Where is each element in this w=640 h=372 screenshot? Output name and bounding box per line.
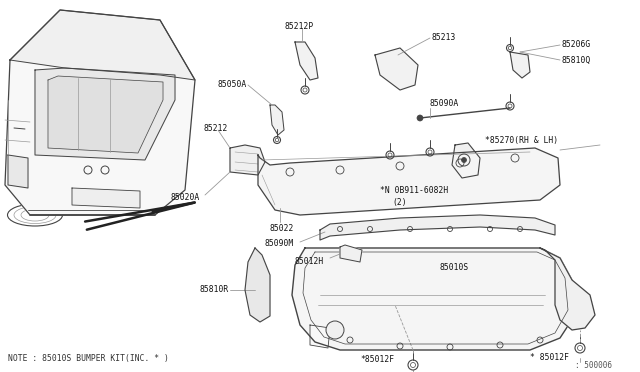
Polygon shape	[258, 148, 560, 215]
Polygon shape	[230, 145, 265, 175]
Text: 85020A: 85020A	[171, 192, 200, 202]
Polygon shape	[320, 215, 555, 240]
Text: 85213: 85213	[432, 32, 456, 42]
Text: 85090M: 85090M	[265, 238, 294, 247]
Polygon shape	[375, 48, 418, 90]
Polygon shape	[72, 188, 140, 208]
Text: 85090A: 85090A	[430, 99, 460, 108]
Text: 85810R: 85810R	[200, 285, 229, 295]
Text: *85012F: *85012F	[360, 356, 394, 365]
Polygon shape	[540, 248, 595, 330]
Text: 85022: 85022	[270, 224, 294, 232]
Polygon shape	[5, 10, 195, 215]
Polygon shape	[48, 76, 163, 153]
Text: (2): (2)	[392, 198, 406, 206]
Polygon shape	[310, 325, 330, 348]
Text: 85212: 85212	[204, 124, 228, 132]
Text: * 85012F: * 85012F	[530, 353, 569, 362]
Polygon shape	[452, 143, 480, 178]
Polygon shape	[510, 52, 530, 78]
Polygon shape	[270, 105, 284, 135]
Text: 85212P: 85212P	[285, 22, 314, 31]
Text: NOTE : 85010S BUMPER KIT(INC. * ): NOTE : 85010S BUMPER KIT(INC. * )	[8, 353, 169, 362]
Polygon shape	[245, 248, 270, 322]
Text: 85206G: 85206G	[562, 39, 591, 48]
Circle shape	[417, 115, 423, 121]
Text: 85050A: 85050A	[218, 80, 247, 89]
Polygon shape	[340, 245, 362, 262]
Polygon shape	[292, 248, 575, 350]
Polygon shape	[10, 10, 195, 80]
Text: : 500006: : 500006	[575, 362, 612, 371]
Text: *N 0B911-6082H: *N 0B911-6082H	[380, 186, 448, 195]
Text: 85012H: 85012H	[295, 257, 324, 266]
Text: 85810Q: 85810Q	[562, 55, 591, 64]
Text: 85010S: 85010S	[440, 263, 469, 273]
Circle shape	[461, 157, 467, 163]
Circle shape	[326, 321, 344, 339]
Polygon shape	[35, 68, 175, 160]
Text: *85270(RH & LH): *85270(RH & LH)	[485, 135, 558, 144]
Polygon shape	[8, 155, 28, 188]
Polygon shape	[295, 42, 318, 80]
